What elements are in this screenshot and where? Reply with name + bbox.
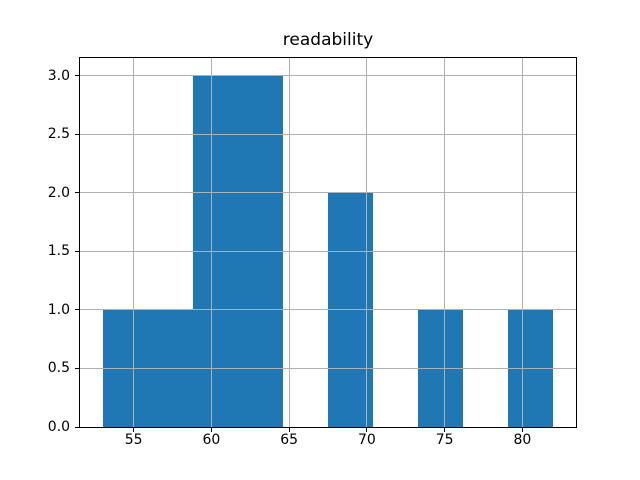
y-tick-mark [75, 309, 79, 311]
y-tick-mark [75, 250, 79, 252]
x-tick-label: 60 [202, 432, 221, 448]
y-tick-mark [75, 192, 79, 194]
x-tick-label: 65 [280, 432, 299, 448]
y-gridline [80, 133, 576, 135]
x-tick-mark [521, 428, 523, 432]
y-gridline [80, 75, 576, 77]
y-gridline [80, 367, 576, 369]
y-tick-label: 3.0 [47, 67, 70, 84]
y-tick-label: 2.0 [47, 184, 70, 201]
y-gridline [80, 309, 576, 311]
x-gridline [288, 58, 290, 427]
x-gridline [133, 58, 135, 427]
x-tick-label: 70 [357, 432, 376, 448]
y-tick-mark [75, 426, 79, 428]
x-tick-label: 80 [513, 432, 532, 448]
y-tick-mark [75, 75, 79, 77]
y-tick-label: 1.5 [47, 243, 70, 260]
y-tick-label: 2.5 [47, 126, 70, 143]
plot-area [79, 57, 577, 428]
y-gridline [80, 192, 576, 194]
x-tick-mark [288, 428, 290, 432]
x-tick-mark [210, 428, 212, 432]
x-gridline [210, 58, 212, 427]
x-gridline [444, 58, 446, 427]
y-tick-mark [75, 367, 79, 369]
x-gridline [366, 58, 368, 427]
x-tick-mark [444, 428, 446, 432]
x-tick-label: 75 [435, 432, 454, 448]
x-tick-mark [366, 428, 368, 432]
y-tick-label: 1.0 [47, 301, 70, 318]
y-gridline [80, 250, 576, 252]
y-tick-mark [75, 133, 79, 135]
x-gridline [521, 58, 523, 427]
x-tick-mark [133, 428, 135, 432]
y-tick-label: 0.5 [47, 360, 70, 377]
x-tick-label: 55 [124, 432, 143, 448]
y-tick-label: 0.0 [47, 419, 70, 435]
chart-title: readability [282, 30, 374, 50]
